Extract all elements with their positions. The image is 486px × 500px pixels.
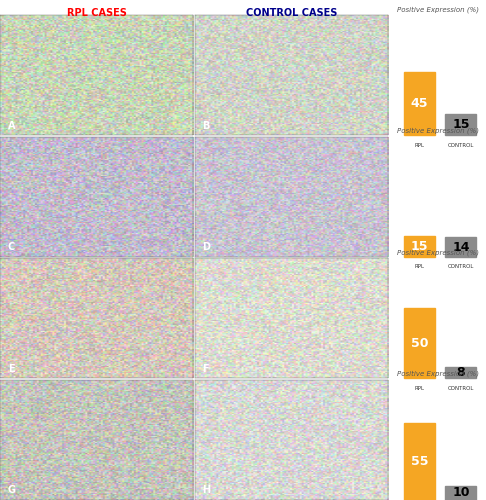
Text: CONTROL: CONTROL [448, 142, 474, 148]
Text: 8: 8 [456, 366, 465, 380]
Text: Positive Expression (%): Positive Expression (%) [397, 128, 479, 134]
Text: F: F [203, 364, 209, 374]
Bar [404, 308, 435, 378]
Text: 15: 15 [411, 240, 428, 253]
Text: 45: 45 [411, 98, 428, 110]
Text: C: C [8, 242, 15, 252]
Text: B: B [203, 120, 210, 130]
Text: 15: 15 [452, 118, 469, 132]
Bar [446, 237, 476, 257]
Text: 14: 14 [452, 240, 469, 254]
Text: 55: 55 [411, 455, 428, 468]
Text: H: H [203, 485, 210, 495]
Text: 10: 10 [452, 486, 469, 500]
Bar [404, 72, 435, 136]
Text: CONTROL: CONTROL [448, 386, 474, 390]
Text: 50: 50 [411, 337, 428, 350]
Text: RPL: RPL [415, 264, 424, 269]
Bar [446, 367, 476, 378]
Text: G: G [8, 485, 16, 495]
Text: RPL: RPL [415, 142, 424, 148]
Text: Positive Expression (%): Positive Expression (%) [397, 370, 479, 377]
Text: CONTROL: CONTROL [448, 264, 474, 269]
Text: A: A [8, 120, 15, 130]
Text: RPL: RPL [415, 386, 424, 390]
Text: Positive Expression (%): Positive Expression (%) [397, 249, 479, 256]
Text: RPL CASES: RPL CASES [67, 8, 127, 18]
Text: E: E [8, 364, 15, 374]
Text: D: D [203, 242, 210, 252]
Bar [446, 114, 476, 136]
Text: Positive Expression (%): Positive Expression (%) [397, 6, 479, 12]
Text: CONTROL CASES: CONTROL CASES [246, 8, 337, 18]
Bar [404, 236, 435, 257]
Bar [404, 423, 435, 500]
Bar [446, 486, 476, 500]
